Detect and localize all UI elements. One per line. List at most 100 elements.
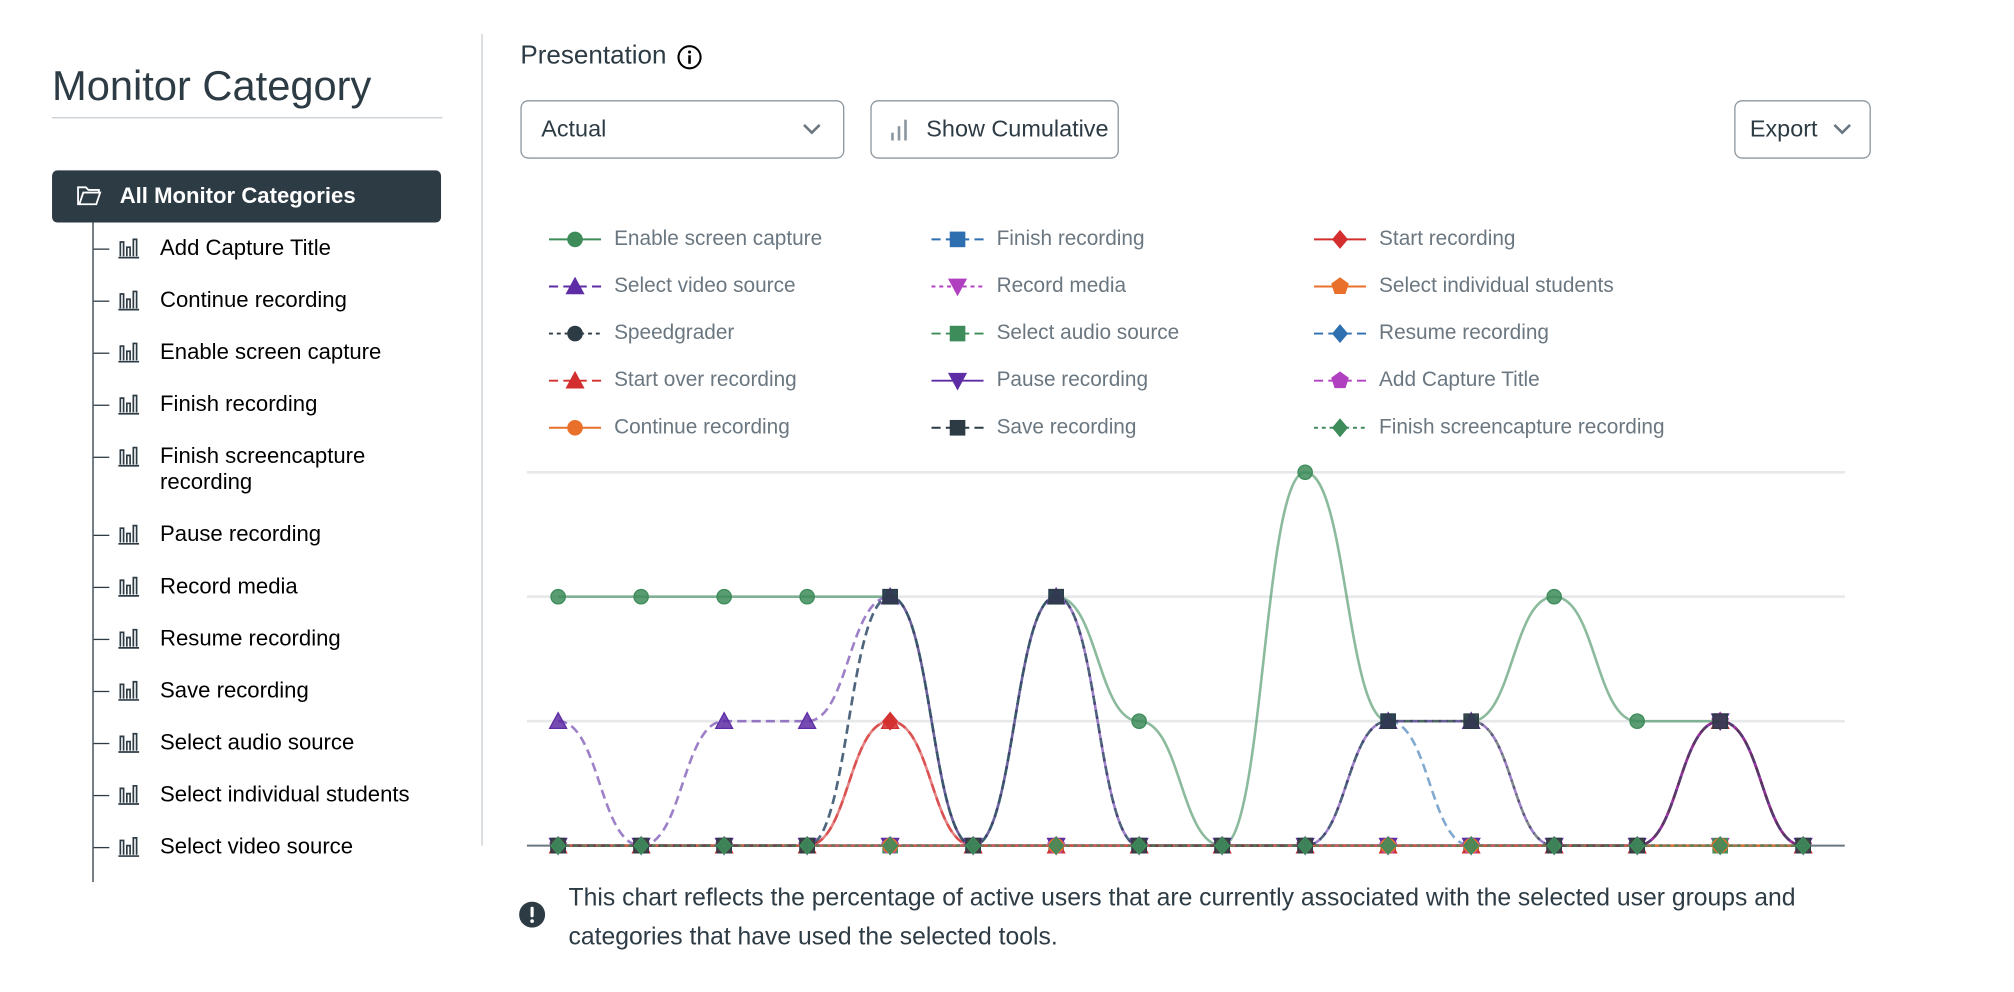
marker [1131,836,1148,856]
category-label: Pause recording [160,521,322,547]
legend-item: Select individual students [1314,274,1614,297]
alert-icon [519,901,546,928]
chart-icon [118,836,140,857]
marker [799,588,815,605]
marker [548,711,568,729]
legend-label: Start recording [1379,227,1515,250]
marker [1380,713,1396,729]
series [550,464,1811,854]
marker [1629,713,1645,729]
marker [882,836,899,856]
category-item[interactable]: Enable screen capture [93,333,458,372]
category-label: Record media [160,573,298,599]
legend-item: Finish screencapture recording [1314,415,1665,438]
legend-label: Resume recording [1379,321,1549,344]
category-item[interactable]: Resume recording [93,619,458,658]
legend-label: Save recording [997,415,1137,438]
marker [1795,836,1812,856]
series-line [558,470,1804,847]
category-item[interactable]: Select audio source [93,723,458,762]
category-item[interactable]: Select video source [93,827,458,866]
legend-label: Select video source [614,274,795,297]
marker [565,276,585,295]
sidebar-title: Monitor Category [52,62,372,110]
chart-icon [118,238,140,259]
category-label: Finish screencapture recording [160,443,366,495]
category-label: Select video source [160,833,354,859]
legend-label: Finish recording [997,227,1145,250]
marker [949,419,966,436]
legend-label: Record media [997,274,1127,297]
legend-label: Select audio source [997,321,1180,344]
view-select[interactable]: Actual [520,100,845,159]
chevron [803,123,821,135]
chart-icon [118,732,140,753]
export-button[interactable]: Export [1734,100,1871,159]
chart-icon [118,446,140,467]
category-label: Resume recording [160,625,341,651]
marker [1131,713,1147,729]
marker [1332,324,1349,344]
chart-icon [118,680,140,701]
tree-line [92,222,94,883]
section-title: Presentation [520,41,667,71]
folder-icon [77,186,102,206]
legend-item: Select video source [549,274,796,297]
marker [1331,371,1349,389]
legend-item: Add Capture Title [1314,368,1540,391]
marker [882,588,898,605]
marker [1712,836,1729,856]
marker [1463,836,1480,856]
selected-category[interactable]: All Monitor Categories [52,170,442,223]
marker [714,711,734,729]
marker [947,278,968,297]
legend-item: Speedgrader [549,321,734,344]
category-item[interactable]: Finish recording [93,385,458,424]
category-item[interactable]: Pause recording [93,515,458,554]
marker [1546,836,1563,856]
legend-label: Start over recording [614,368,797,391]
marker [567,231,583,248]
legend-item: Finish recording [931,227,1145,250]
legend-item: Enable screen capture [549,227,822,250]
series [550,836,1812,856]
legend-item: Start over recording [549,368,797,391]
marker [1297,836,1314,856]
divider [52,117,443,119]
chart-note: This chart reflects the percentage of ac… [519,879,1898,957]
category-label: Add Capture Title [160,235,331,261]
category-item[interactable]: Save recording [93,671,458,710]
category-label: Enable screen capture [160,339,382,365]
category-item[interactable]: Select individual students [93,775,458,814]
legend-label: Enable screen capture [614,227,822,250]
marker [565,370,585,389]
category-item[interactable]: Continue recording [93,281,458,320]
marker [1332,418,1349,438]
marker [567,419,583,436]
legend-label: Select individual students [1379,274,1614,297]
marker [716,588,732,605]
legend-item: Pause recording [931,368,1148,391]
info-icon[interactable] [677,44,703,70]
marker [716,836,733,856]
marker [1712,713,1728,729]
legend-label: Add Capture Title [1379,368,1540,391]
marker [1214,836,1231,856]
cumulative-button[interactable]: Show Cumulative [870,100,1119,159]
button-label: Export [1749,115,1818,142]
marker [947,372,968,391]
category-item[interactable]: Finish screencapture recording [93,437,458,502]
marker [633,588,649,605]
marker [1629,836,1646,856]
category-item[interactable]: Record media [93,567,458,606]
legend-item: Select audio source [931,321,1180,344]
category-label: Select individual students [160,781,410,807]
marker [1048,836,1065,856]
divider [481,33,483,846]
category-label: Continue recording [160,287,347,313]
category-item[interactable]: Add Capture Title [93,229,458,268]
legend-item: Record media [931,274,1127,297]
chart-icon [118,394,140,415]
